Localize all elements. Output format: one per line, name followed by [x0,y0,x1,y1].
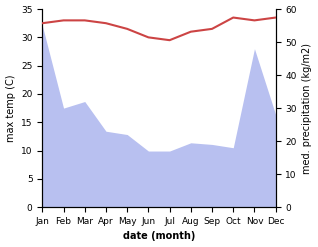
Y-axis label: max temp (C): max temp (C) [5,74,16,142]
X-axis label: date (month): date (month) [123,231,195,242]
Y-axis label: med. precipitation (kg/m2): med. precipitation (kg/m2) [302,43,313,174]
